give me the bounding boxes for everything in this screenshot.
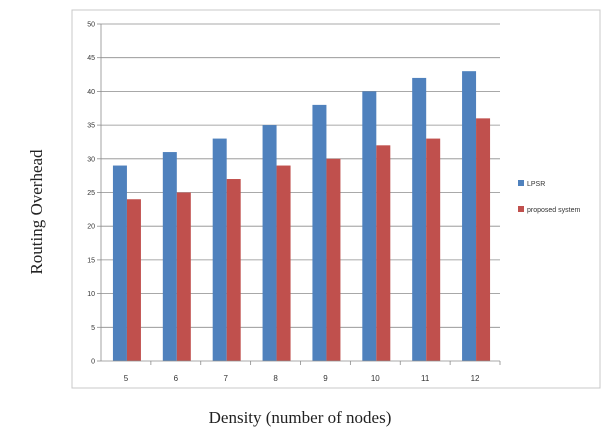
bar-proposed-system-10 xyxy=(376,145,391,361)
bar-lpsr-5 xyxy=(112,165,127,361)
bar-proposed-system-5 xyxy=(126,199,141,361)
y-tick-label: 5 xyxy=(91,325,95,332)
y-tick-label: 15 xyxy=(87,257,95,264)
bar-lpsr-7 xyxy=(212,138,227,361)
bar-proposed-system-9 xyxy=(326,158,341,361)
y-tick-label: 20 xyxy=(87,224,95,231)
x-tick-label: 5 xyxy=(124,374,129,383)
y-tick-label: 25 xyxy=(87,190,95,197)
bar-proposed-system-7 xyxy=(226,179,241,361)
legend-label: proposed system xyxy=(527,207,580,214)
y-tick-label: 35 xyxy=(87,123,95,130)
bar-proposed-system-8 xyxy=(276,165,291,361)
y-tick-label: 50 xyxy=(87,22,95,29)
x-tick-label: 11 xyxy=(421,374,430,383)
x-tick-label: 10 xyxy=(371,374,380,383)
bars xyxy=(112,71,491,362)
bar-lpsr-12 xyxy=(462,71,477,362)
x-tick-label: 6 xyxy=(174,374,179,383)
legend-swatch xyxy=(518,180,524,186)
x-tick-label: 8 xyxy=(273,374,278,383)
bar-proposed-system-11 xyxy=(426,138,441,361)
axes: 0 5 10 15 20 25 30 35 40 45 50 5 6 7 8 9 10 11 12 xyxy=(87,22,501,383)
y-tick-label: 40 xyxy=(87,89,95,96)
x-tick-label: 12 xyxy=(471,374,480,383)
x-tick-label: 9 xyxy=(323,374,328,383)
bar-lpsr-9 xyxy=(312,104,327,361)
y-axis-title: Routing Overhead xyxy=(27,149,46,275)
y-tick-label: 45 xyxy=(87,55,95,62)
legend: LPSR proposed system xyxy=(518,180,580,214)
bar-lpsr-6 xyxy=(162,152,177,361)
bar-proposed-system-12 xyxy=(476,118,491,361)
legend-label: LPSR xyxy=(527,181,545,188)
bar-lpsr-11 xyxy=(412,77,427,362)
bar-lpsr-10 xyxy=(362,91,377,362)
y-tick-label: 30 xyxy=(87,156,95,163)
x-axis-title: Density (number of nodes) xyxy=(209,408,392,427)
y-tick-label: 10 xyxy=(87,291,95,298)
bar-lpsr-8 xyxy=(262,125,277,361)
legend-swatch xyxy=(518,206,524,212)
x-tick-label: 7 xyxy=(223,374,228,383)
bar-proposed-system-6 xyxy=(176,192,191,361)
y-tick-label: 0 xyxy=(91,359,95,366)
